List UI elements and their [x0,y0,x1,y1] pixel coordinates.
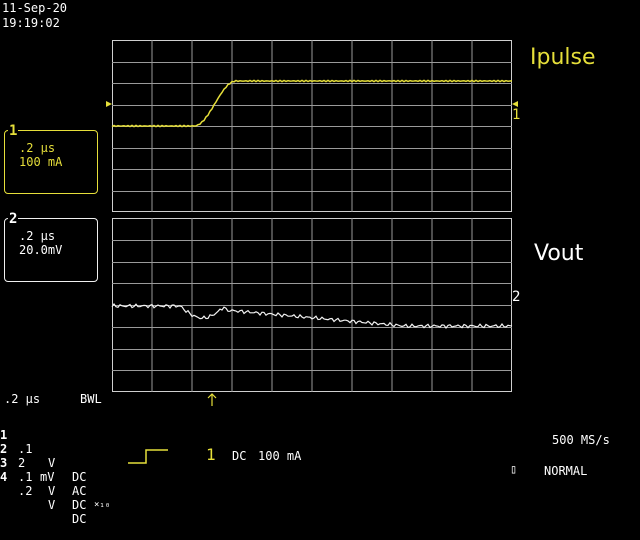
rising-edge-icon [128,449,168,464]
channel-1-timebase: .2 μs [19,141,56,155]
trigger-level: 100 mA [258,449,302,463]
channel-1-box[interactable]: 1 .2 μs 100 mA [4,124,98,194]
channel-2-timebase: .2 μs [19,229,56,243]
channel-1-scale: 100 mA [19,155,63,169]
bottom-timebase: .2 μs [4,392,41,406]
bwl-label: BWL [80,392,102,406]
sample-rate: 500 MS/s [552,433,610,447]
waveform-display [106,40,518,464]
ipulse-label: Ipulse [530,45,596,70]
channel-settings-list: 1 .1 V DC 2 2 mV AC ×₁₀ 3 .1 V DC 4 .2 V… [0,414,111,526]
channel-1-end-marker: 1 [512,107,521,123]
trigger-coupling: DC [232,449,247,463]
ipulse-trace [111,79,513,128]
trigger-position-arrow-icon [207,393,217,406]
channel-2-end-marker: 2 [512,289,521,305]
vout-label: Vout [534,241,584,266]
channel-2-scale: 20.0mV [19,243,63,257]
channel-2-number: 2 [8,211,19,227]
channel-2-box[interactable]: 2 .2 μs 20.0mV [4,212,98,282]
trigger-level-right-marker-icon [512,101,518,107]
channel-row-3[interactable]: 3 .1 V DC [0,456,87,512]
channel-row-2[interactable]: 2 2 mV AC ×₁₀ [0,442,111,510]
trigger-mode[interactable]: NORMAL [544,464,588,478]
date-label: 11-Sep-20 [2,1,68,15]
trigger-source[interactable]: 1 [206,445,216,464]
vout-trace [111,302,513,330]
acquisition-status-indicator-icon: ▯ [510,462,518,476]
channel-row-4[interactable]: 4 .2 V DC [0,470,87,526]
time-label: 19:19:02 [2,16,60,30]
channel-1-number: 1 [8,123,19,139]
channel-row-1[interactable]: 1 .1 V DC [0,428,87,484]
trigger-level-left-marker-icon [106,101,112,107]
